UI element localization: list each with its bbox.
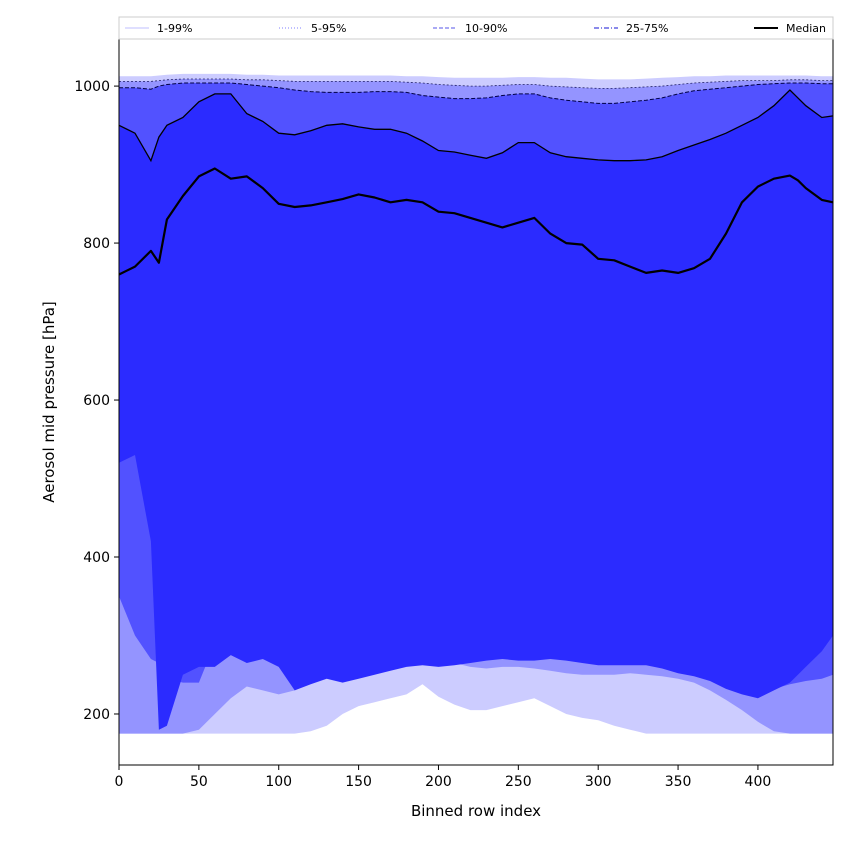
legend-label: 1-99%: [157, 22, 192, 35]
y-tick-label: 200: [83, 707, 110, 723]
y-tick-label: 400: [83, 550, 110, 566]
y-tick-label: 800: [83, 236, 110, 252]
x-tick-label: 100: [265, 774, 292, 790]
x-tick-label: 150: [345, 774, 372, 790]
legend: 1-99% 5-95% 10-90% 25-75% Median: [118, 16, 834, 40]
legend-label: 5-95%: [311, 22, 346, 35]
x-tick-label: 200: [425, 774, 452, 790]
legend-label: 25-75%: [626, 22, 668, 35]
x-tick-label: 350: [665, 774, 692, 790]
line-10-90-upper: [119, 82, 833, 104]
x-tick-label: 250: [505, 774, 532, 790]
x-tick-label: 400: [745, 774, 772, 790]
y-axis-title: Aerosol mid pressure [hPa]: [40, 301, 58, 503]
y-axis: 200 400 600 800 1000: [74, 79, 119, 723]
median-line: [118, 167, 834, 276]
line-25-75-upper: [118, 89, 834, 163]
y-tick-label: 600: [83, 393, 110, 409]
x-tick-label: 50: [190, 774, 208, 790]
x-axis-title: Binned row index: [411, 802, 541, 820]
legend-label: 10-90%: [465, 22, 507, 35]
legend-box: [118, 16, 834, 40]
line-1-99-upper: [119, 73, 833, 81]
band-25-75: [119, 90, 833, 730]
x-tick-label: 300: [585, 774, 612, 790]
bands-layer: [119, 74, 833, 734]
x-tick-label: 0: [115, 774, 124, 790]
x-axis: 0 50 100 150 200 250 300 350 400: [115, 765, 772, 790]
line-5-95-upper: [119, 78, 833, 89]
legend-label: Median: [786, 22, 826, 35]
y-tick-label: 1000: [74, 79, 110, 95]
lines-layer: [118, 73, 834, 276]
